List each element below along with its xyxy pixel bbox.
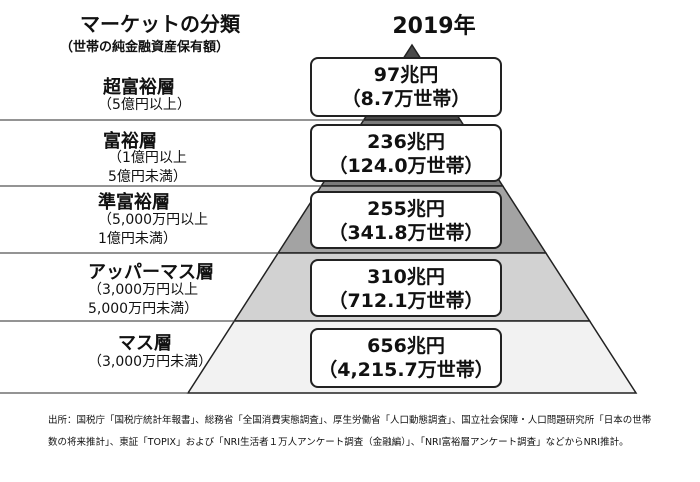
tier-households: （124.0万世帯） bbox=[328, 155, 484, 177]
tier-dividers bbox=[0, 119, 364, 394]
tier-households: （8.7万世帯） bbox=[341, 88, 471, 110]
tier-value-box: 236兆円 （124.0万世帯） bbox=[310, 124, 502, 182]
tier-range: （3,000万円以上 5,000万円未満） bbox=[88, 282, 199, 317]
tier-range: （1億円以上 5億円未満） bbox=[108, 150, 187, 185]
tier-range: （5億円以上） bbox=[98, 97, 191, 113]
tier-name: マス層 bbox=[118, 333, 172, 354]
tier-households: （712.1万世帯） bbox=[328, 290, 484, 312]
tier-range: （3,000万円未満） bbox=[88, 354, 213, 370]
year-label: 2019年 bbox=[392, 14, 476, 39]
tier-value-box: 310兆円 （712.1万世帯） bbox=[310, 259, 502, 317]
tier-amount: 310兆円 bbox=[367, 266, 445, 288]
header-title: マーケットの分類 bbox=[80, 12, 240, 36]
header-subtitle: （世帯の純金融資産保有額） bbox=[60, 40, 230, 55]
tier-value-box: 255兆円 （341.8万世帯） bbox=[310, 191, 502, 249]
tier-value-box: 97兆円 （8.7万世帯） bbox=[310, 57, 502, 117]
tier-households: （341.8万世帯） bbox=[328, 222, 484, 244]
tier-households: （4,215.7万世帯） bbox=[318, 359, 494, 381]
tier-name: 富裕層 bbox=[103, 131, 157, 152]
tier-amount: 656兆円 bbox=[367, 335, 445, 357]
tier-amount: 97兆円 bbox=[373, 64, 439, 86]
tier-name: 超富裕層 bbox=[103, 77, 175, 98]
tier-range: （5,000万円以上 1億円未満） bbox=[98, 212, 209, 247]
tier-amount: 255兆円 bbox=[367, 198, 445, 220]
tier-value-box: 656兆円 （4,215.7万世帯） bbox=[310, 328, 502, 388]
tier-name: アッパーマス層 bbox=[88, 262, 214, 283]
source-note: 出所：国税庁「国税庁統計年報書」、総務省「全国消費実態調査」、厚生労働省「人口動… bbox=[48, 415, 652, 448]
tier-amount: 236兆円 bbox=[367, 131, 445, 153]
tier-name: 準富裕層 bbox=[98, 192, 170, 213]
